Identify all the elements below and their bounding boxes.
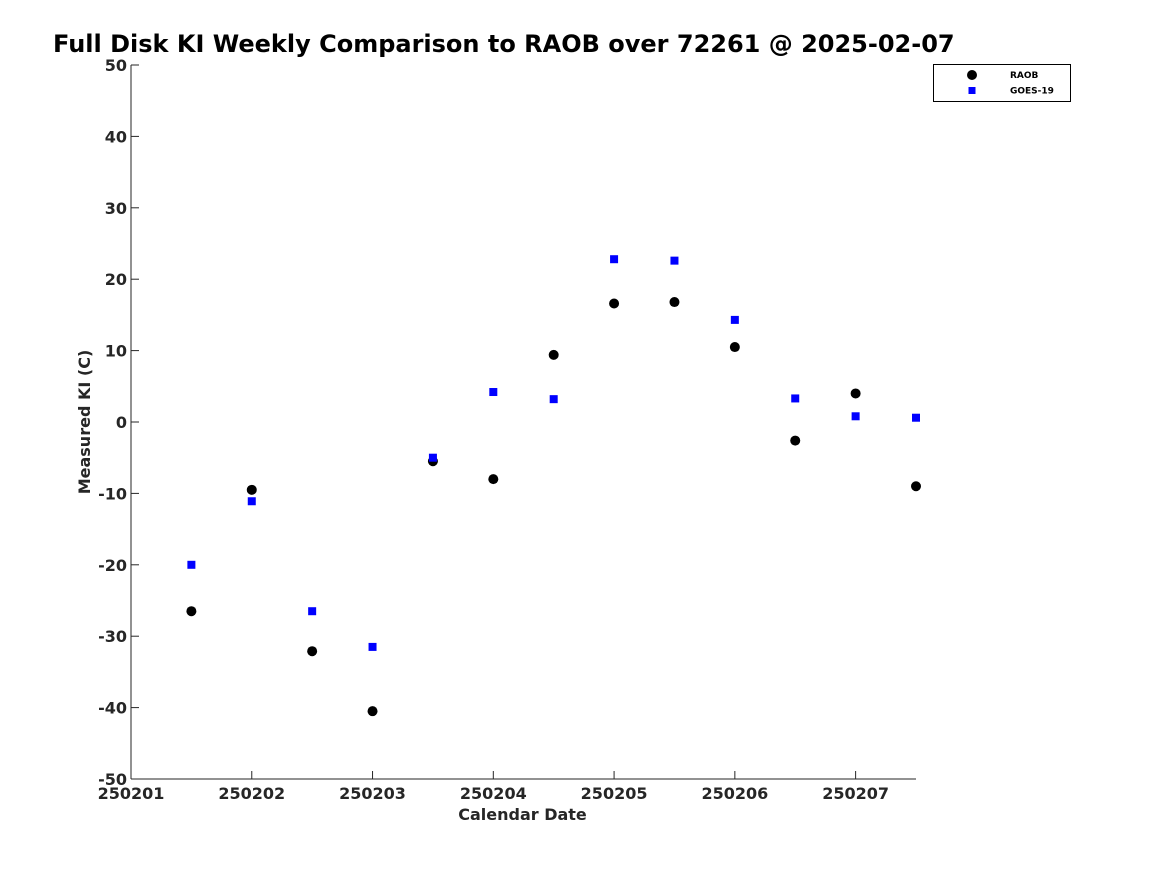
legend-label-goes-19: GOES-19 xyxy=(1010,87,1054,97)
point-raob xyxy=(790,435,801,446)
legend-marker-raob xyxy=(967,70,977,80)
point-goes-19 xyxy=(610,255,619,264)
legend-marker-goes-19 xyxy=(968,87,976,94)
y-tick-label: 20 xyxy=(105,270,127,289)
y-tick-label: 30 xyxy=(105,199,127,218)
x-tick-label: 250203 xyxy=(339,784,406,803)
y-tick-label: -40 xyxy=(98,699,127,718)
data-points xyxy=(186,255,921,717)
x-axis-title: Calendar Date xyxy=(458,805,587,824)
point-raob xyxy=(488,474,499,485)
y-tick-label: 40 xyxy=(105,127,127,146)
x-tick-label: 250204 xyxy=(460,784,527,803)
point-raob xyxy=(246,484,257,495)
point-raob xyxy=(307,646,318,657)
chart-title: Full Disk KI Weekly Comparison to RAOB o… xyxy=(53,30,955,58)
y-tick-label: -30 xyxy=(98,627,127,646)
point-goes-19 xyxy=(670,256,679,265)
y-tick-label: 50 xyxy=(105,56,127,75)
x-tick-label: 250206 xyxy=(701,784,768,803)
point-goes-19 xyxy=(489,388,498,397)
legend-box xyxy=(933,64,1071,102)
x-tick-label: 250201 xyxy=(98,784,165,803)
point-raob xyxy=(729,342,740,353)
point-goes-19 xyxy=(368,642,377,651)
point-raob xyxy=(367,706,378,717)
point-raob xyxy=(186,606,197,617)
axes xyxy=(130,65,916,780)
x-ticks: 250201 250202 250203 250204 250205 250206 2502… xyxy=(98,771,889,803)
y-tick-label: 10 xyxy=(105,342,127,361)
y-tick-label: -20 xyxy=(98,556,127,575)
x-tick-label: 250207 xyxy=(822,784,889,803)
legend-label-raob: RAOB xyxy=(1010,71,1039,81)
point-goes-19 xyxy=(730,315,739,324)
legend: RAOB GOES-19 xyxy=(933,64,1071,102)
point-goes-19 xyxy=(187,560,196,569)
point-goes-19 xyxy=(851,412,860,421)
x-tick-label: 250202 xyxy=(218,784,285,803)
point-goes-19 xyxy=(428,453,437,462)
point-goes-19 xyxy=(247,497,256,506)
point-raob xyxy=(609,298,620,309)
point-goes-19 xyxy=(791,394,800,403)
x-tick-label: 250205 xyxy=(581,784,648,803)
y-tick-label: 0 xyxy=(116,413,127,432)
point-goes-19 xyxy=(549,395,558,404)
point-goes-19 xyxy=(308,607,317,616)
point-raob xyxy=(548,349,559,360)
point-raob xyxy=(850,388,861,399)
y-tick-label: -50 xyxy=(98,770,127,789)
point-raob xyxy=(669,297,680,308)
point-raob xyxy=(911,481,921,492)
y-ticks: 50 40 30 20 10 0 -10 -20 -30 -40 -50 xyxy=(98,56,139,789)
point-goes-19 xyxy=(912,413,920,422)
y-axis-title: Measured KI (C) xyxy=(75,350,94,495)
legend-entries: RAOB GOES-19 xyxy=(967,70,1054,97)
y-tick-label: -10 xyxy=(98,484,127,503)
